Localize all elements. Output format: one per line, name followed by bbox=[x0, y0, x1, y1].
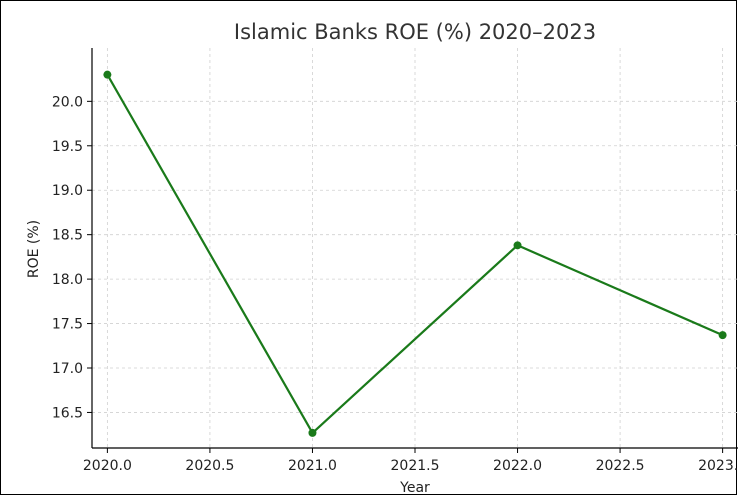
x-tick-label: 2022.5 bbox=[596, 458, 645, 474]
x-tick-label: 2020.5 bbox=[185, 458, 234, 474]
series-layer bbox=[103, 70, 727, 437]
y-tick-label: 19.5 bbox=[52, 139, 83, 155]
y-tick-label: 17.0 bbox=[52, 361, 83, 377]
x-tick-label: 2023.0 bbox=[698, 458, 738, 474]
grid-lines bbox=[92, 48, 738, 448]
x-tick-label: 2021.5 bbox=[391, 458, 440, 474]
chart-title: Islamic Banks ROE (%) 2020–2023 bbox=[234, 20, 596, 44]
y-tick-label: 20.0 bbox=[52, 94, 83, 110]
y-tick-label: 16.5 bbox=[52, 405, 83, 421]
y-tick-label: 19.0 bbox=[52, 183, 83, 199]
y-tick-label: 17.5 bbox=[52, 317, 83, 333]
data-point-2021 bbox=[308, 428, 317, 437]
roe-series-line bbox=[106, 74, 724, 434]
x-tick-label: 2020.0 bbox=[83, 458, 132, 474]
x-tick-label: 2021.0 bbox=[288, 458, 337, 474]
data-point-2022 bbox=[513, 241, 522, 250]
data-point-2023 bbox=[718, 331, 727, 340]
x-tick-label: 2022.0 bbox=[493, 458, 542, 474]
y-tick-label: 18.0 bbox=[52, 272, 83, 288]
x-axis-label: Year bbox=[399, 480, 430, 496]
y-ticks: 16.5 17.0 17.5 18.0 18.5 19.0 19.5 20.0 bbox=[52, 94, 92, 421]
data-point-2020 bbox=[103, 70, 112, 79]
y-axis-label: ROE (%) bbox=[26, 220, 42, 278]
y-tick-label: 18.5 bbox=[52, 228, 83, 244]
x-ticks: 2020.0 2020.5 2021.0 2021.5 2022.0 2022.5 2023… bbox=[83, 448, 738, 474]
